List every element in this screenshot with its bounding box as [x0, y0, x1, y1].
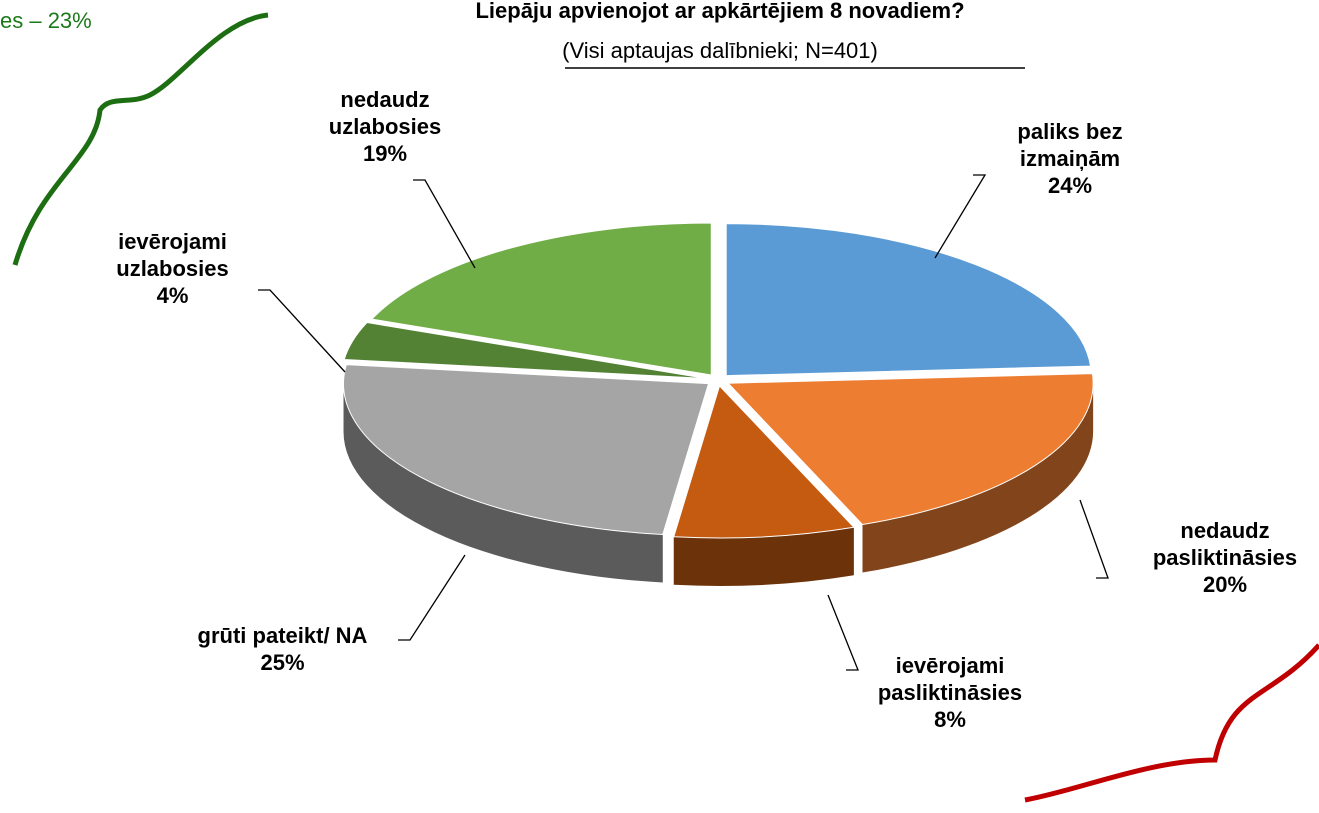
- slice: [370, 222, 712, 376]
- category-label: grūti pateikt/ NA: [197, 623, 368, 648]
- leader-line: [258, 289, 346, 373]
- tops: [343, 222, 1094, 539]
- value-label: 25%: [260, 650, 305, 675]
- leader-line: [398, 554, 466, 641]
- slice-side: [673, 527, 854, 586]
- chart-subtitle: (Visi aptaujas dalībnieki; N=401): [562, 38, 878, 63]
- category-label: nedaudz pasliktināsies: [1152, 518, 1298, 570]
- leader-line: [413, 179, 476, 269]
- slice-label: nedaudz pasliktināsies 20%: [1120, 517, 1319, 598]
- category-label: paliks bez izmaiņām: [1017, 119, 1123, 171]
- slice: [673, 384, 855, 539]
- slice-label: paliks bez izmaiņām 24%: [985, 118, 1155, 199]
- slice: [725, 223, 1092, 377]
- slice-label: ievērojami pasliktināsies 8%: [845, 652, 1055, 733]
- slice: [726, 373, 1094, 526]
- annotation: es – 23%: [0, 8, 92, 33]
- value-label: 20%: [1202, 572, 1248, 597]
- value-label: 4%: [156, 283, 189, 308]
- category-label: ievērojami uzlabosies: [116, 229, 229, 281]
- slice: [343, 364, 710, 535]
- slice: [343, 322, 707, 380]
- value-label: 19%: [362, 141, 408, 166]
- leader-line: [934, 174, 987, 259]
- slice-label: ievērojami uzlabosies 4%: [85, 228, 260, 309]
- slice-label: grūti pateikt/ NA 25%: [150, 622, 415, 676]
- leader-line: [827, 594, 859, 671]
- red-brace: [1024, 643, 1319, 803]
- sides: [343, 383, 1094, 586]
- slice-side: [343, 383, 663, 583]
- category-label: nedaudz uzlabosies: [328, 87, 442, 139]
- leader-line: [1079, 499, 1109, 579]
- value-label: 8%: [934, 707, 966, 732]
- value-label: 24%: [1047, 173, 1093, 198]
- slice-label: nedaudz uzlabosies 19%: [295, 86, 475, 167]
- category-label: ievērojami pasliktināsies: [877, 653, 1023, 705]
- green-brace: [12, 12, 269, 266]
- slice-side: [862, 383, 1094, 573]
- chart-title: Liepāju apvienojot ar apkārtējiem 8 nova…: [475, 0, 965, 23]
